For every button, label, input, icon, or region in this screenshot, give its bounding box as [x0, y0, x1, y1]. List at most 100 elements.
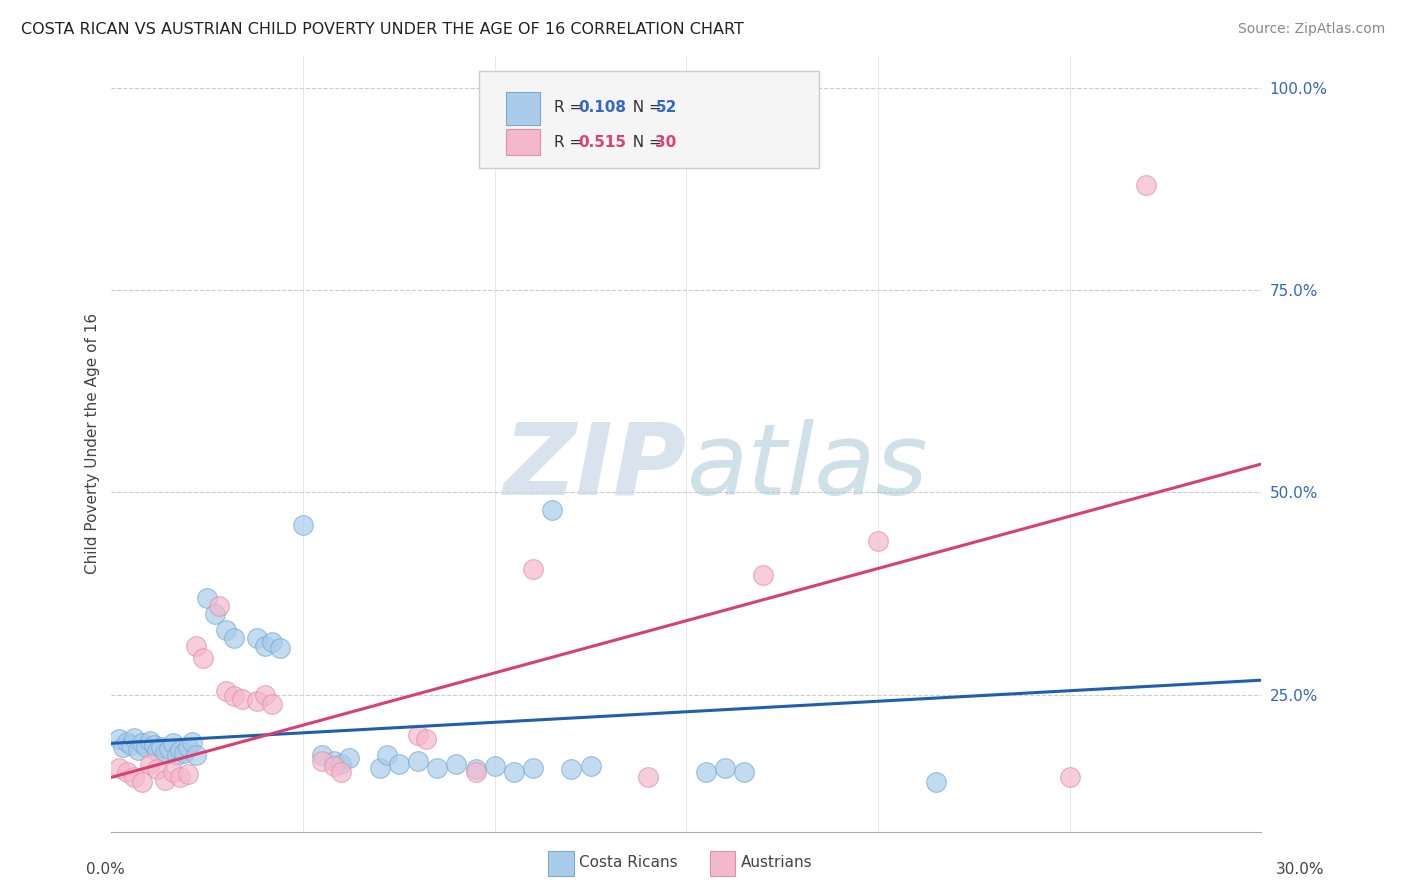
Point: [108, 732, 131, 747]
Point: [262, 635, 284, 649]
Point: [522, 761, 544, 775]
Point: [388, 756, 411, 771]
Point: [127, 743, 149, 757]
Point: [222, 631, 245, 645]
Point: [1059, 770, 1081, 784]
Point: [868, 533, 890, 548]
Text: Costa Ricans: Costa Ricans: [579, 855, 678, 870]
Point: [169, 770, 191, 784]
Point: [426, 761, 449, 775]
Point: [162, 736, 184, 750]
Point: [124, 731, 146, 746]
Point: [131, 775, 153, 789]
Point: [231, 691, 253, 706]
Text: N =: N =: [623, 101, 666, 115]
Point: [322, 759, 344, 773]
FancyBboxPatch shape: [479, 70, 818, 168]
Point: [177, 767, 200, 781]
Point: [135, 739, 157, 754]
Point: [193, 651, 215, 665]
Point: [139, 756, 162, 771]
Point: [139, 734, 162, 748]
Text: 30.0%: 30.0%: [1277, 863, 1324, 877]
Point: [579, 759, 602, 773]
Point: [262, 698, 284, 712]
Text: COSTA RICAN VS AUSTRIAN CHILD POVERTY UNDER THE AGE OF 16 CORRELATION CHART: COSTA RICAN VS AUSTRIAN CHILD POVERTY UN…: [21, 22, 744, 37]
Point: [377, 748, 399, 763]
Point: [637, 770, 659, 784]
Point: [752, 568, 775, 582]
Text: R =: R =: [554, 101, 588, 115]
Point: [208, 599, 231, 613]
Point: [246, 631, 269, 645]
Point: [464, 762, 486, 776]
Text: 0.108: 0.108: [578, 101, 626, 115]
Text: 52: 52: [655, 101, 676, 115]
Point: [406, 754, 429, 768]
Point: [503, 764, 526, 779]
Point: [560, 762, 582, 776]
Point: [253, 688, 276, 702]
Point: [541, 503, 564, 517]
Point: [415, 732, 437, 747]
Text: atlas: atlas: [686, 418, 928, 516]
Point: [153, 772, 176, 787]
Point: [120, 738, 142, 752]
Text: Source: ZipAtlas.com: Source: ZipAtlas.com: [1237, 22, 1385, 37]
Text: ZIP: ZIP: [503, 418, 686, 516]
Point: [311, 748, 333, 763]
Point: [522, 562, 544, 576]
Point: [1135, 178, 1157, 192]
Point: [695, 764, 717, 779]
Point: [484, 759, 506, 773]
Point: [292, 517, 315, 532]
Point: [253, 639, 276, 653]
Point: [215, 623, 238, 637]
Point: [142, 738, 165, 752]
Text: Austrians: Austrians: [741, 855, 813, 870]
Point: [733, 764, 755, 779]
Point: [368, 761, 391, 775]
Point: [173, 746, 195, 760]
Point: [146, 744, 169, 758]
FancyBboxPatch shape: [506, 92, 540, 125]
Point: [177, 740, 200, 755]
Text: 0.0%: 0.0%: [86, 863, 125, 877]
Point: [215, 683, 238, 698]
Point: [330, 764, 353, 779]
Point: [269, 640, 291, 655]
Point: [166, 748, 188, 763]
Point: [111, 740, 134, 755]
Point: [108, 761, 131, 775]
Text: N =: N =: [623, 135, 666, 150]
Point: [150, 740, 173, 755]
Point: [115, 764, 138, 779]
Text: R =: R =: [554, 135, 588, 150]
Point: [311, 754, 333, 768]
Point: [131, 736, 153, 750]
Point: [115, 735, 138, 749]
Point: [157, 742, 180, 756]
Point: [184, 639, 207, 653]
Point: [169, 743, 191, 757]
Point: [464, 764, 486, 779]
Point: [184, 748, 207, 763]
Point: [337, 751, 360, 765]
Y-axis label: Child Poverty Under the Age of 16: Child Poverty Under the Age of 16: [86, 313, 100, 574]
Point: [153, 746, 176, 760]
Point: [124, 770, 146, 784]
Point: [162, 764, 184, 779]
Point: [146, 762, 169, 776]
Point: [180, 735, 202, 749]
Point: [406, 728, 429, 742]
Text: 30: 30: [655, 135, 676, 150]
Point: [204, 607, 226, 621]
Point: [195, 591, 218, 605]
Point: [713, 761, 735, 775]
Point: [246, 694, 269, 708]
Point: [924, 775, 946, 789]
Point: [330, 756, 353, 771]
Point: [446, 756, 468, 771]
FancyBboxPatch shape: [506, 129, 540, 154]
Point: [322, 754, 344, 768]
